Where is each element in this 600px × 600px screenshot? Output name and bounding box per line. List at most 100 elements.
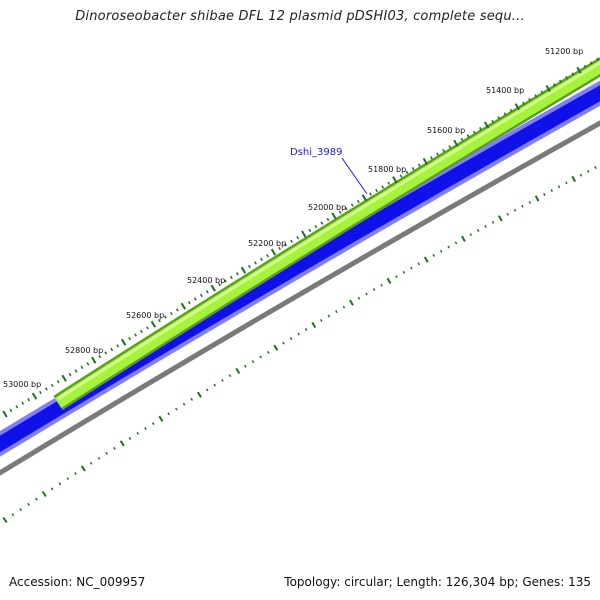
outer-scale-tick: [466, 134, 470, 138]
tick-label-52600: 52600 bp: [126, 311, 164, 320]
inner-scale-tick: [175, 407, 178, 411]
inner-scale-tick: [182, 402, 186, 406]
outer-scale-tick: [163, 315, 167, 319]
outer-scale-tick: [559, 79, 562, 83]
inner-scale-tick: [113, 446, 116, 450]
outer-scale-tick: [350, 203, 354, 207]
inner-scale-tick: [469, 233, 473, 237]
inner-scale-tick: [221, 378, 224, 382]
outer-scale-tick: [229, 275, 233, 280]
outer-scale-tick: [27, 398, 31, 402]
outer-scale-tick: [278, 246, 281, 251]
inner-scale-tick: [579, 173, 583, 177]
outer-scale-tick: [453, 139, 459, 147]
outer-scale-tick: [483, 121, 490, 129]
outer-scale-tick: [442, 148, 446, 153]
tick-label-52400: 52400 bp: [187, 276, 225, 285]
outer-scale-tick: [68, 372, 72, 377]
tick-label-53000: 53000 bp: [3, 380, 41, 389]
inner-scale-tick: [349, 299, 354, 306]
inner-scale-tick: [297, 332, 300, 336]
outer-scale-tick: [175, 308, 179, 312]
outer-scale-tick: [140, 329, 143, 334]
inner-scale-tick: [557, 185, 561, 189]
inner-scale-tick: [357, 296, 361, 300]
gene-label-dshi-3989[interactable]: Dshi_3989: [290, 147, 342, 158]
gene-label-leader: [341, 157, 368, 195]
inner-scale-tick: [213, 383, 217, 387]
inner-scale-tick: [320, 319, 323, 322]
outer-scale-tick: [528, 97, 532, 102]
outer-scale-tick: [387, 181, 391, 185]
inner-scale-tick: [27, 502, 30, 506]
outer-scale-tick: [308, 228, 312, 233]
outer-scale-tick: [157, 318, 161, 323]
outer-scale-tick: [405, 170, 409, 174]
inner-scale-tick: [58, 482, 62, 486]
outer-scale-tick: [514, 103, 520, 111]
scale-labels: 51200 bp 51400 bp 51600 bp 51800 bp 5200…: [3, 47, 583, 389]
map-title: Dinoroseobacter shibae DFL 12 plasmid pD…: [75, 9, 525, 24]
outer-scale-tick: [356, 199, 360, 204]
outer-scale-tick: [270, 248, 277, 256]
inner-scale-tick: [372, 288, 376, 292]
outer-scale-tick: [134, 333, 137, 337]
outer-scale-tick: [91, 356, 97, 364]
outer-scale-tick: [417, 163, 421, 167]
outer-scale-tick: [361, 194, 368, 202]
outer-scale-tick: [128, 337, 131, 341]
inner-scale-tick: [235, 367, 241, 375]
accession-text: Accession: NC_009957: [9, 575, 146, 589]
outer-scale-tick: [205, 290, 209, 294]
outer-scale-tick: [2, 410, 8, 418]
inner-scale-tick: [550, 189, 553, 193]
inner-scale-tick: [119, 440, 125, 447]
inner-scale-tick: [402, 270, 406, 274]
inner-scale-tick: [513, 208, 517, 212]
inner-scale-tick: [80, 465, 86, 472]
gene-track-highlight: [57, 61, 600, 401]
inner-scale-tick: [50, 487, 54, 491]
inner-scale-tick: [304, 328, 308, 331]
outer-scale-tick: [369, 192, 372, 196]
outer-scale-tick: [104, 351, 108, 355]
sequence-stats-text: Topology: circular; Length: 126,304 bp; …: [284, 575, 591, 589]
outer-scale-tick: [217, 282, 221, 287]
inner-scale-tick: [167, 412, 170, 416]
outer-scale-tick: [290, 239, 294, 243]
inner-scale-tick: [128, 436, 132, 440]
outer-scale-tick: [146, 326, 149, 330]
outer-scale-tick: [576, 66, 582, 74]
inner-scale-tick: [19, 508, 23, 512]
inner-scale-tick: [228, 374, 232, 378]
outer-scale-tick: [399, 174, 403, 178]
inner-scale-tick: [266, 350, 270, 354]
inner-scale-tick: [282, 341, 285, 345]
inner-scale-tick: [273, 344, 279, 351]
outer-scale-tick: [503, 112, 507, 116]
inner-scale-tick: [476, 229, 480, 232]
outer-scale-tick: [223, 279, 227, 283]
outer-scale-tick: [74, 369, 78, 373]
outer-scale-tick: [247, 264, 251, 269]
outer-scale-tick: [80, 365, 84, 370]
outer-scale-tick: [460, 137, 464, 142]
outer-scale-tick: [193, 297, 197, 301]
inner-scale-tick: [311, 321, 317, 329]
outer-scale-tick: [15, 405, 19, 409]
outer-scale-tick: [260, 257, 263, 261]
gene-track[interactable]: [54, 55, 600, 409]
inner-scale-tick: [521, 204, 524, 208]
outer-scale-tick: [522, 101, 525, 105]
inner-scale-tick: [498, 215, 503, 222]
inner-scale-tick: [594, 166, 597, 169]
outer-scale-tick: [344, 207, 348, 211]
outer-scale-tick: [540, 90, 544, 94]
inner-scale-tick: [571, 175, 576, 183]
outer-scale-tick: [338, 210, 342, 214]
outer-scale-tick: [187, 301, 191, 305]
inner-scale-tick: [259, 355, 262, 359]
outer-scale-tick: [180, 302, 187, 310]
outer-scale-tick: [21, 401, 25, 405]
